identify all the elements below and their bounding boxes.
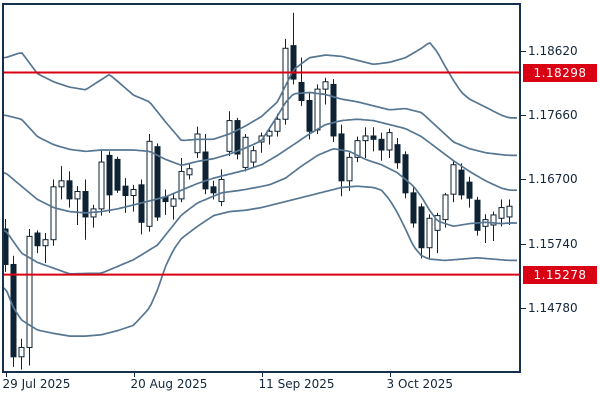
candle-body [322, 81, 329, 90]
price-tick-label: 1.18620 [528, 43, 578, 58]
candle-body [474, 199, 481, 231]
price-tick [521, 243, 526, 245]
candle-body [410, 192, 417, 224]
price-tick-label: 1.16700 [528, 172, 578, 187]
candle-body [250, 150, 257, 163]
candle-body [114, 158, 121, 191]
candle-body [170, 198, 177, 207]
date-tick-label: 3 Oct 2025 [386, 377, 454, 391]
candle-body [130, 189, 137, 197]
candle-body [330, 83, 337, 137]
candle-body [394, 144, 401, 164]
candle-body [346, 156, 353, 182]
candle-body [122, 185, 129, 197]
candle-body [218, 178, 225, 203]
candle-body [98, 161, 105, 210]
candle-body [306, 99, 313, 132]
candle-body [66, 180, 73, 200]
candle-body [4, 228, 9, 265]
band-upper-outer [4, 42, 517, 142]
candle-body [26, 235, 33, 348]
candle-body [298, 81, 305, 101]
candle-body [362, 135, 369, 142]
date-tick-label: 20 Aug 2025 [130, 377, 208, 391]
price-tick [521, 115, 526, 117]
band-lower-outer [4, 185, 517, 337]
candle-body [178, 170, 185, 200]
date-tick-label: 29 Jul 2025 [2, 377, 71, 391]
date-tick [5, 373, 7, 377]
price-tick-label: 1.17660 [528, 108, 578, 123]
band-middle [4, 118, 517, 214]
candle-body [210, 186, 217, 194]
candle-body [242, 136, 249, 168]
candle-body [258, 135, 265, 143]
candlestick-chart [4, 12, 519, 370]
candle-body [370, 135, 377, 140]
candle-body [82, 191, 89, 218]
date-tick [133, 373, 135, 377]
date-tick [389, 373, 391, 377]
candle-body [194, 133, 201, 154]
candle-body [282, 47, 289, 120]
candle-body [146, 140, 153, 227]
candle-body [434, 215, 441, 231]
candle-body [442, 194, 449, 221]
candle-body [498, 207, 505, 219]
candle-body [458, 169, 465, 196]
candle-body [186, 168, 193, 176]
candle-body [18, 346, 25, 358]
price-tick-label: 1.14780 [528, 300, 578, 315]
candle-body [202, 151, 209, 190]
price-tick [521, 50, 526, 52]
candle-body [106, 154, 113, 196]
candle-body [58, 180, 65, 188]
candle-body [378, 138, 385, 151]
candle-body [50, 186, 57, 241]
candle-body [490, 214, 497, 226]
candle-body [354, 140, 361, 158]
candle-body [402, 154, 409, 194]
price-level-badge-support: 1.15278 [523, 265, 597, 284]
candle-body [450, 164, 457, 195]
price-tick [521, 179, 526, 181]
date-tick [261, 373, 263, 377]
candle-body [506, 205, 513, 218]
candle-body [418, 206, 425, 249]
candle-body [426, 217, 433, 249]
price-tick-label: 1.15740 [528, 236, 578, 251]
candle-body [338, 133, 345, 182]
candle-body [466, 181, 473, 199]
candle-body [234, 120, 241, 155]
candle-body [274, 118, 281, 132]
candle-body [34, 232, 41, 247]
candle-body [386, 132, 393, 151]
candle-body [42, 239, 49, 247]
candle-body [314, 88, 321, 131]
band-upper-inner [4, 91, 517, 167]
price-tick [521, 307, 526, 309]
candle-body [290, 45, 297, 80]
band-lower-inner [4, 147, 517, 275]
price-level-badge-resistance: 1.18298 [523, 63, 597, 82]
candle-body [154, 146, 161, 218]
date-tick-label: 11 Sep 2025 [258, 377, 335, 391]
candle-body [226, 120, 233, 152]
candle-body [74, 191, 81, 200]
plot-area [2, 3, 521, 373]
